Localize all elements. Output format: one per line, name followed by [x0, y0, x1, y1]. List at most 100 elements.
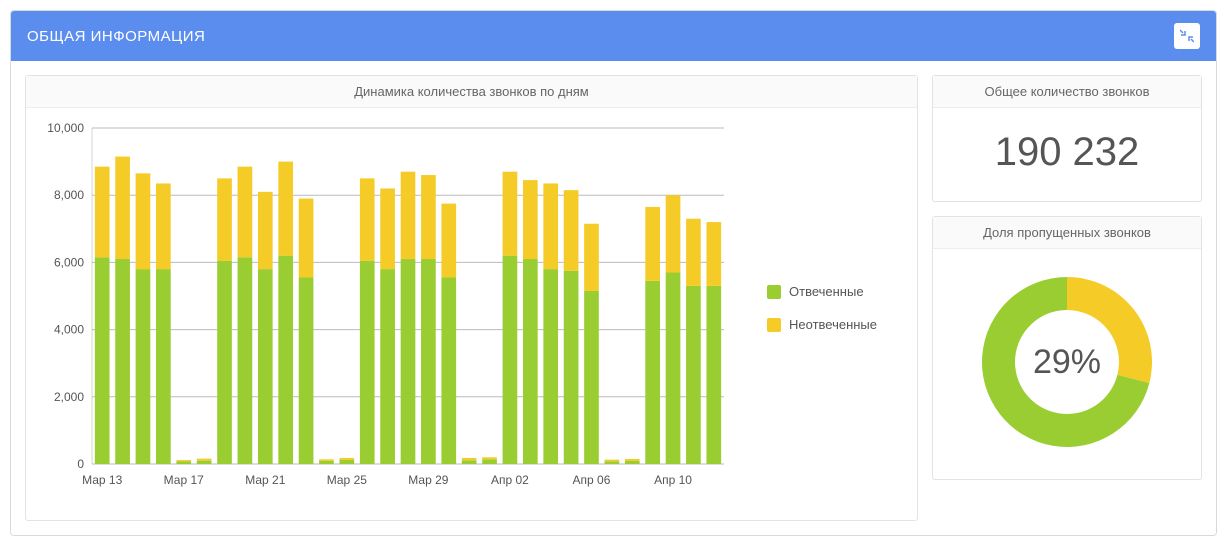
bar-unanswered	[401, 172, 416, 259]
chart-body: 0 2,000 4,000 6,000 8,000 10,000 Мар 13 Мар 17 М…	[26, 108, 917, 520]
bar-answered	[462, 460, 477, 464]
bar-unanswered	[278, 162, 293, 256]
svg-text:0: 0	[77, 457, 84, 471]
svg-text:Апр 10: Апр 10	[654, 473, 692, 487]
missed-share-title: Доля пропущенных звонков	[933, 217, 1201, 249]
legend-item-unanswered: Неотвеченные	[767, 317, 909, 332]
bar-unanswered	[564, 190, 579, 271]
bar-unanswered	[625, 459, 640, 461]
bar-answered	[299, 278, 314, 464]
bar-unanswered	[299, 199, 314, 278]
bar-unanswered	[645, 207, 660, 281]
panel-title: ОБЩАЯ ИНФОРМАЦИЯ	[27, 28, 205, 45]
bar-answered	[523, 259, 538, 464]
bar-unanswered	[238, 167, 253, 258]
bar-unanswered	[584, 224, 599, 291]
chart-legend: Отвеченные Неотвеченные	[749, 118, 909, 498]
bar-answered	[625, 461, 640, 464]
donut-wrap: 29%	[933, 249, 1201, 479]
svg-text:Мар 13: Мар 13	[82, 473, 122, 487]
bar-answered	[95, 257, 110, 464]
bar-answered	[360, 261, 375, 464]
bar-answered	[503, 256, 518, 464]
svg-text:2,000: 2,000	[54, 390, 84, 404]
svg-text:Апр 02: Апр 02	[491, 473, 529, 487]
bar-answered	[401, 259, 416, 464]
donut-percent-label: 29%	[1033, 343, 1101, 382]
bar-answered	[543, 269, 558, 464]
bar-unanswered	[706, 222, 721, 286]
bar-unanswered	[503, 172, 518, 256]
bar-unanswered	[258, 192, 273, 269]
bar-unanswered	[441, 204, 456, 278]
legend-swatch	[767, 318, 781, 332]
bar-unanswered	[482, 457, 497, 459]
svg-text:Мар 29: Мар 29	[408, 473, 448, 487]
bar-answered	[421, 259, 436, 464]
svg-text:Мар 25: Мар 25	[327, 473, 367, 487]
bar-answered	[482, 459, 497, 464]
bar-unanswered	[95, 167, 110, 258]
calls-chart-card: Динамика количества звонков по дням 0 2,0…	[25, 75, 918, 521]
total-calls-value: 190 232	[933, 108, 1201, 201]
bar-answered	[258, 269, 273, 464]
bar-unanswered	[115, 157, 130, 259]
bar-unanswered	[156, 183, 171, 269]
legend-item-answered: Отвеченные	[767, 284, 909, 299]
bar-answered	[156, 269, 171, 464]
chart-title: Динамика количества звонков по дням	[26, 76, 917, 108]
svg-text:4,000: 4,000	[54, 323, 84, 337]
bar-answered	[706, 286, 721, 464]
bar-unanswered	[217, 178, 232, 260]
bar-unanswered	[421, 175, 436, 259]
side-column: Общее количество звонков 190 232 Доля пр…	[932, 75, 1202, 521]
bar-unanswered	[543, 183, 558, 269]
bar-unanswered	[523, 180, 538, 259]
bar-unanswered	[360, 178, 375, 260]
bar-answered	[197, 461, 212, 464]
legend-label: Отвеченные	[789, 284, 864, 299]
bar-answered	[441, 278, 456, 464]
bar-answered	[176, 461, 191, 464]
bar-answered	[339, 460, 354, 464]
bar-unanswered	[380, 188, 395, 269]
bar-answered	[686, 286, 701, 464]
bar-unanswered	[605, 460, 620, 462]
bar-answered	[319, 461, 334, 464]
bar-unanswered	[197, 459, 212, 461]
svg-text:Апр 06: Апр 06	[573, 473, 611, 487]
svg-text:Мар 21: Мар 21	[245, 473, 285, 487]
bar-answered	[666, 272, 681, 464]
svg-text:Мар 17: Мар 17	[164, 473, 204, 487]
bar-answered	[380, 269, 395, 464]
panel-body: Динамика количества звонков по дням 0 2,0…	[11, 61, 1216, 535]
legend-swatch	[767, 285, 781, 299]
bar-answered	[238, 257, 253, 464]
total-calls-title: Общее количество звонков	[933, 76, 1201, 108]
missed-share-card: Доля пропущенных звонков 29%	[932, 216, 1202, 480]
bar-chart: 0 2,000 4,000 6,000 8,000 10,000 Мар 13 Мар 17 М…	[34, 118, 734, 498]
bar-answered	[217, 261, 232, 464]
bar-unanswered	[462, 458, 477, 460]
svg-text:6,000: 6,000	[54, 255, 84, 269]
bar-unanswered	[666, 195, 681, 272]
bar-unanswered	[136, 173, 151, 269]
bar-unanswered	[319, 459, 334, 461]
svg-text:8,000: 8,000	[54, 188, 84, 202]
legend-label: Неотвеченные	[789, 317, 877, 332]
bar-unanswered	[176, 460, 191, 461]
bar-answered	[564, 271, 579, 464]
bar-answered	[645, 281, 660, 464]
chart-area: 0 2,000 4,000 6,000 8,000 10,000 Мар 13 Мар 17 М…	[34, 118, 749, 498]
collapse-button[interactable]	[1174, 23, 1200, 49]
bar-unanswered	[686, 219, 701, 286]
bar-answered	[115, 259, 130, 464]
panel-header: ОБЩАЯ ИНФОРМАЦИЯ	[11, 11, 1216, 61]
bar-answered	[584, 291, 599, 464]
bar-answered	[605, 461, 620, 464]
bar-unanswered	[339, 458, 354, 460]
svg-text:10,000: 10,000	[47, 121, 84, 135]
general-info-panel: ОБЩАЯ ИНФОРМАЦИЯ Динамика количества зво…	[10, 10, 1217, 536]
bar-answered	[136, 269, 151, 464]
collapse-icon	[1180, 29, 1194, 43]
